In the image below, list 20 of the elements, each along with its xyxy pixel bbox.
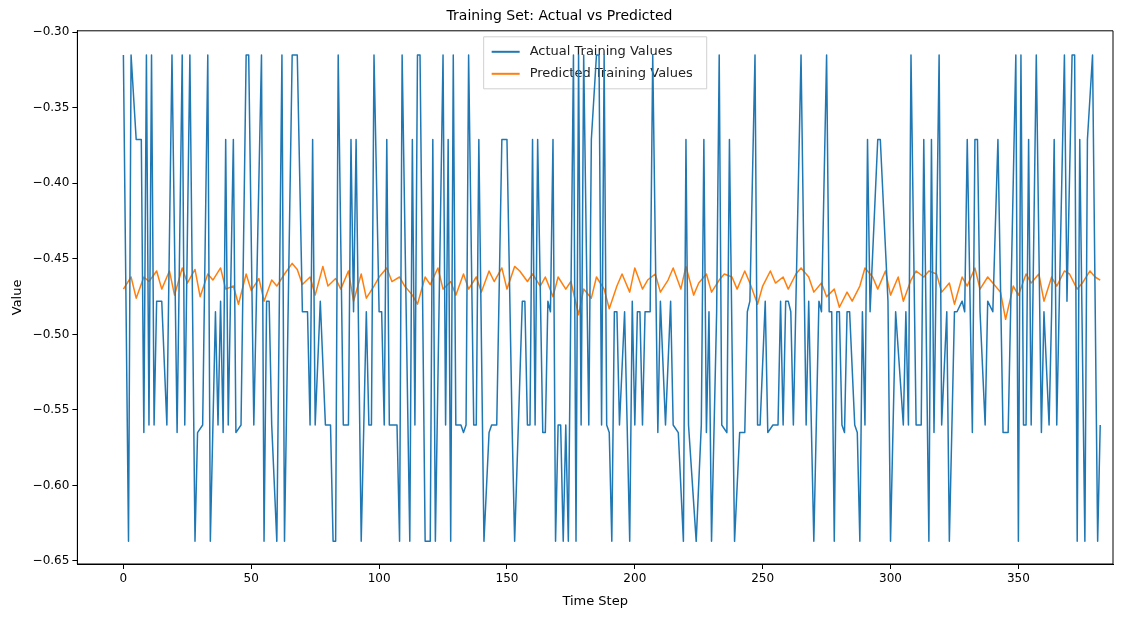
y-tick-label: −0.65 <box>32 553 70 568</box>
x-tick-label: 200 <box>623 571 647 586</box>
chart-title: Training Set: Actual vs Predicted <box>445 7 673 24</box>
y-tick-label: −0.55 <box>32 402 70 417</box>
y-tick-label: −0.45 <box>32 251 70 266</box>
x-tick-label: 250 <box>751 571 775 586</box>
y-tick-label: −0.50 <box>32 326 70 341</box>
y-tick-label: −0.60 <box>32 477 70 492</box>
y-tick-label: −0.35 <box>32 99 70 114</box>
x-tick-label: 100 <box>367 571 391 586</box>
y-tick-label: −0.30 <box>32 24 70 39</box>
x-tick-label: 350 <box>1006 571 1030 586</box>
legend-label: Actual Training Values <box>529 43 673 59</box>
y-axis-title: Value <box>9 279 25 316</box>
x-tick-label: 0 <box>119 571 128 586</box>
x-axis-title: Time Step <box>561 592 628 608</box>
y-tick-label: −0.40 <box>32 175 70 190</box>
x-tick-label: 300 <box>879 571 902 586</box>
x-tick-label: 150 <box>495 571 519 586</box>
x-tick-label: 50 <box>243 571 259 586</box>
